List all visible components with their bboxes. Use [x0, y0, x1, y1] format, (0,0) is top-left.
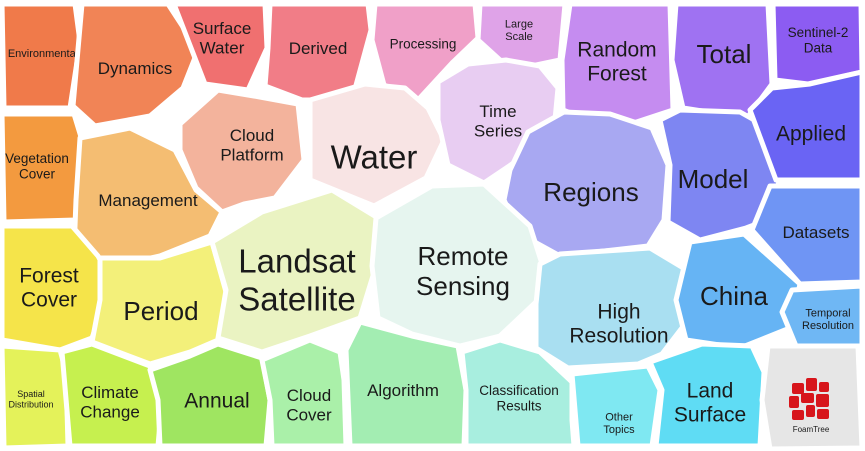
- group-cloud-cover-cell[interactable]: [259, 337, 349, 449]
- group-remote-sensing-cell[interactable]: [369, 181, 547, 349]
- group-large-scale-cell[interactable]: [475, 1, 568, 71]
- group-environmental[interactable]: Environmental: [0, 1, 83, 111]
- group-environmental-cell[interactable]: [0, 1, 83, 111]
- group-processing-cell[interactable]: [369, 1, 481, 103]
- group-sentinel-2-data-cell[interactable]: [770, 1, 865, 87]
- group-temporal-resolution-cell[interactable]: [779, 283, 865, 349]
- group-spatial-distribution-cell[interactable]: [0, 343, 71, 451]
- foamtree-logo-tile[interactable]: FoamTree: [759, 343, 865, 451]
- foamtree-logo-icon: [789, 378, 829, 420]
- group-dynamics-cell[interactable]: [70, 1, 201, 129]
- group-land-surface-cell[interactable]: [647, 341, 767, 449]
- group-landsat-satellite-cell[interactable]: [209, 187, 381, 355]
- group-water-cell[interactable]: [307, 81, 447, 209]
- group-classification-results-cell[interactable]: [459, 337, 577, 449]
- group-water[interactable]: Water: [307, 81, 447, 209]
- group-other-topics-cell[interactable]: [569, 363, 663, 449]
- group-surface-water-cell[interactable]: [171, 1, 270, 93]
- group-period-cell[interactable]: [89, 239, 229, 367]
- group-china-cell[interactable]: [673, 231, 803, 351]
- group-applied-cell[interactable]: [747, 69, 865, 183]
- group-high-resolution-cell[interactable]: [533, 245, 693, 371]
- group-period[interactable]: Period: [89, 239, 229, 367]
